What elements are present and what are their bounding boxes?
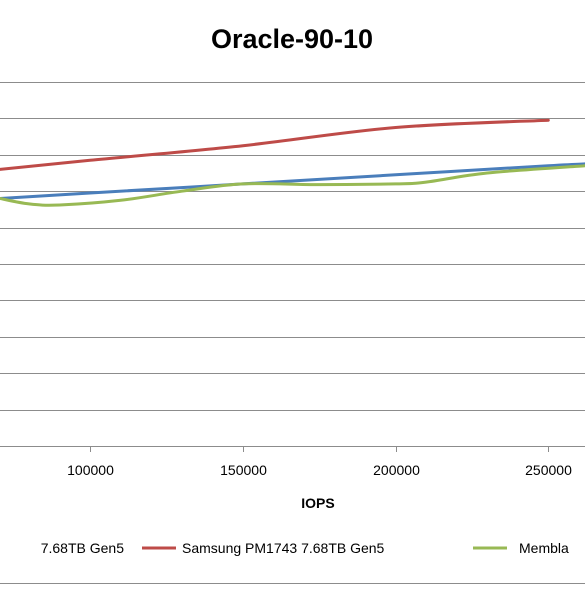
x-tick-label: 100000 bbox=[67, 462, 114, 478]
x-tick-label: 150000 bbox=[220, 462, 267, 478]
series-line-1 bbox=[0, 118, 550, 171]
legend-label-0: 7.68TB Gen5 bbox=[41, 540, 124, 556]
legend-label-2: Membla bbox=[519, 540, 569, 556]
x-axis-ticks: 100000 150000 200000 250000 bbox=[67, 446, 572, 478]
series-lines bbox=[0, 118, 585, 207]
x-tick-label: 250000 bbox=[525, 462, 572, 478]
series-line-0 bbox=[0, 162, 585, 200]
x-axis-label: IOPS bbox=[301, 495, 334, 511]
series-line-2 bbox=[0, 164, 585, 207]
chart-title: Oracle-90-10 bbox=[211, 24, 373, 54]
legend: 7.68TB Gen5 Samsung PM1743 7.68TB Gen5 Mem… bbox=[0, 540, 585, 584]
legend-label-1: Samsung PM1743 7.68TB Gen5 bbox=[182, 540, 385, 556]
x-tick-label: 200000 bbox=[373, 462, 420, 478]
gridlines bbox=[0, 82, 585, 447]
